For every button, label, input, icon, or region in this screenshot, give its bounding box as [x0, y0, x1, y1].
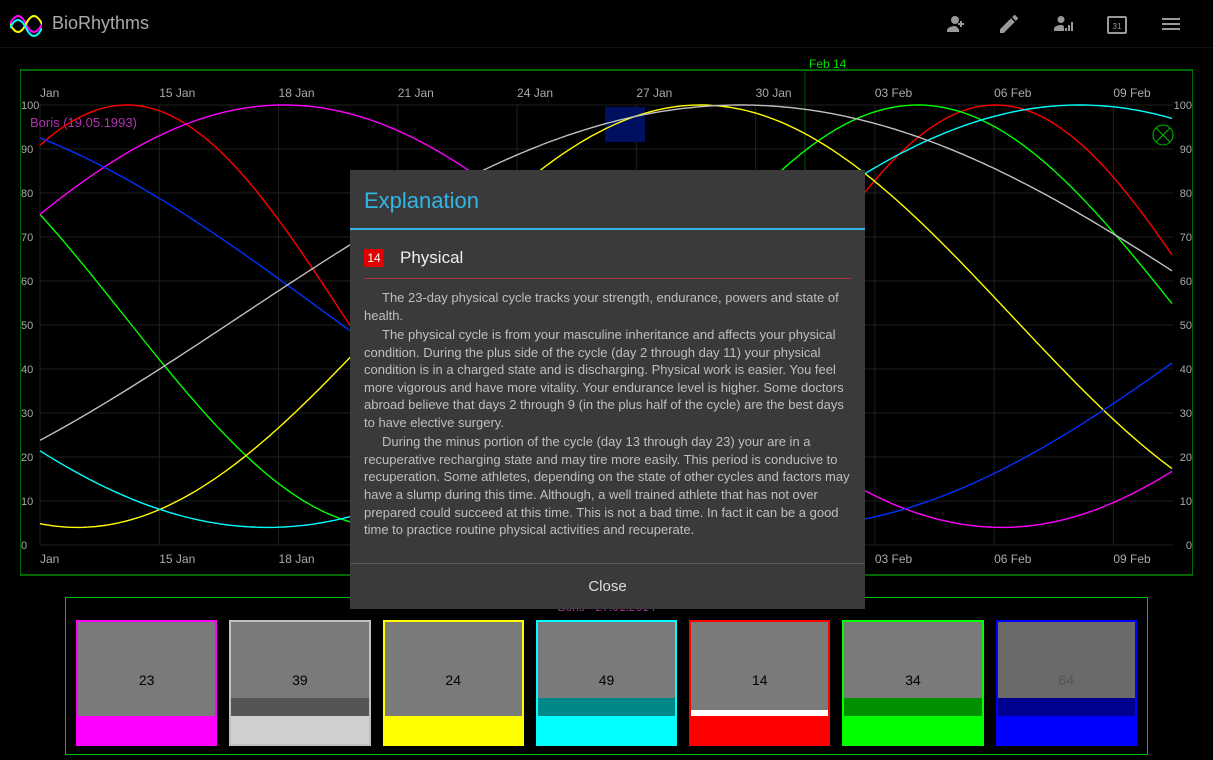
- cycle-name: Physical: [400, 248, 463, 268]
- section-divider: [364, 278, 851, 279]
- dialog-paragraph: The physical cycle is from your masculin…: [364, 326, 851, 431]
- explanation-dialog: Explanation 14 Physical The 23-day physi…: [350, 170, 865, 609]
- cycle-day-badge: 14: [364, 249, 384, 267]
- dialog-body: The 23-day physical cycle tracks your st…: [350, 289, 865, 545]
- dialog-title-divider: [350, 228, 865, 230]
- dialog-paragraph: The 23-day physical cycle tracks your st…: [364, 289, 851, 324]
- dialog-title: Explanation: [350, 170, 865, 228]
- close-button[interactable]: Close: [350, 564, 865, 609]
- dialog-section-header: 14 Physical: [350, 238, 865, 274]
- dialog-paragraph: During the minus portion of the cycle (d…: [364, 433, 851, 538]
